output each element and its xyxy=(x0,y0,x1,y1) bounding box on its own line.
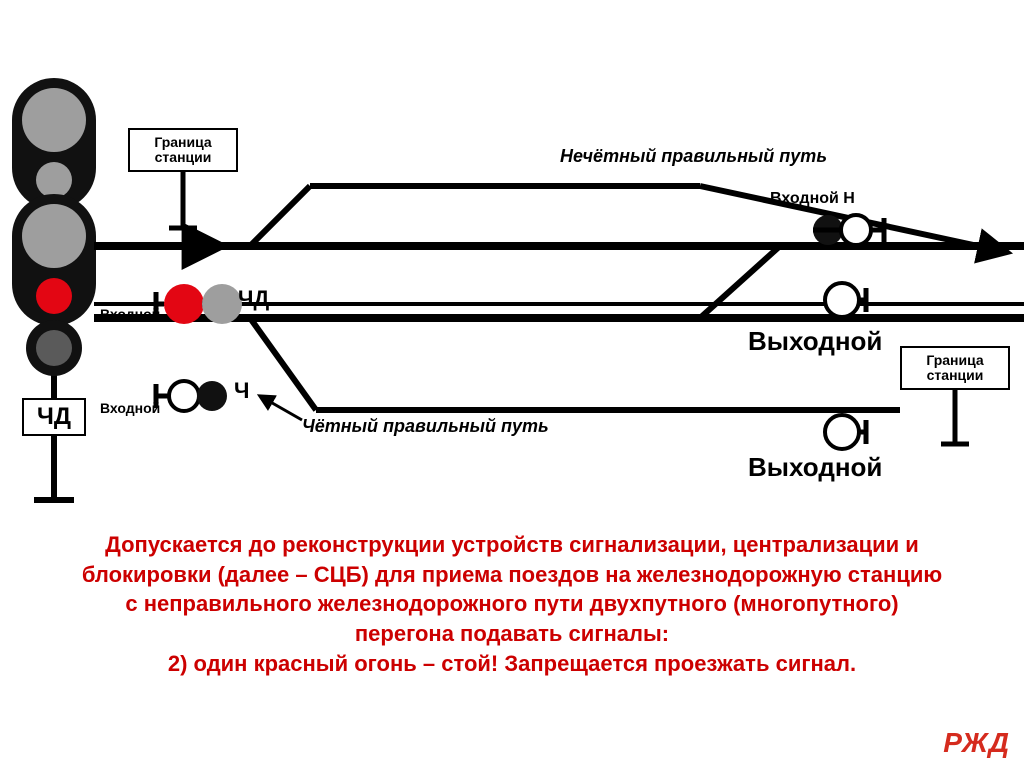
odd-track-label: Нечётный правильный путь xyxy=(560,146,940,167)
even-track-label: Чётный правильный путь xyxy=(302,416,642,437)
track-diagram xyxy=(0,0,1024,520)
exit-signal-label-2: Выходной xyxy=(748,452,928,483)
caption-line-3: с неправильного железнодорожного пути дв… xyxy=(10,589,1014,619)
entry-label-chd: Входной xyxy=(100,306,180,322)
caption-line-2: блокировки (далее – СЦБ) для приема поез… xyxy=(10,560,1014,590)
station-boundary-sign-left: Граница станции xyxy=(128,128,238,172)
caption-line-4: перегона подавать сигналы: xyxy=(10,619,1014,649)
rzd-logo: РЖД xyxy=(943,727,1010,759)
entry-signal-n-label: Входной Н xyxy=(770,190,900,208)
caption-line-1: Допускается до реконструкции устройств с… xyxy=(10,530,1014,560)
caption-block: Допускается до реконструкции устройств с… xyxy=(0,530,1024,678)
exit-signal-label-1: Выходной xyxy=(748,326,928,357)
entry-label-ch: Входной xyxy=(100,400,180,416)
signal-designator-chd: ЧД xyxy=(238,286,288,312)
caption-rule-line: 2) один красный огонь – стой! Запрещаетс… xyxy=(10,649,1014,679)
mast-signal-plate: ЧД xyxy=(22,398,86,436)
signal-designator-ch: Ч xyxy=(234,378,264,404)
